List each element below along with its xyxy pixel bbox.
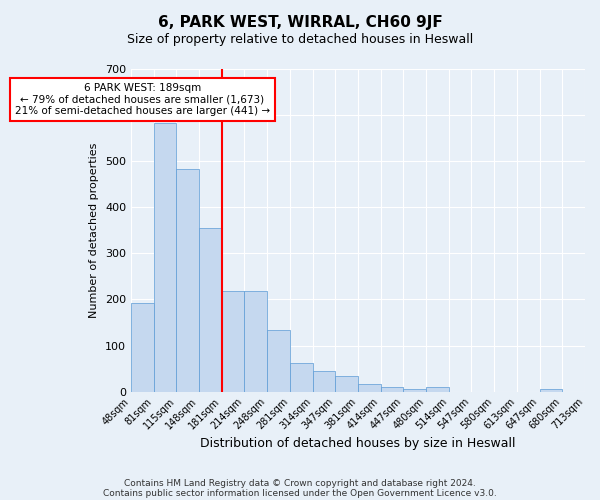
Bar	[154, 123, 176, 392]
Text: 6 PARK WEST: 189sqm
← 79% of detached houses are smaller (1,673)
21% of semi-det: 6 PARK WEST: 189sqm ← 79% of detached ho…	[15, 83, 270, 116]
Bar	[131, 302, 154, 392]
Bar	[290, 362, 313, 392]
Bar	[380, 387, 403, 392]
Bar	[426, 387, 449, 392]
Bar	[199, 228, 222, 392]
Bar	[176, 169, 199, 392]
Bar	[244, 291, 267, 392]
Bar	[335, 376, 358, 392]
Y-axis label: Number of detached properties: Number of detached properties	[89, 142, 100, 318]
Bar	[222, 291, 244, 392]
Bar	[267, 330, 290, 392]
Bar	[313, 371, 335, 392]
Bar	[539, 390, 562, 392]
Text: Contains HM Land Registry data © Crown copyright and database right 2024.: Contains HM Land Registry data © Crown c…	[124, 478, 476, 488]
Text: 6, PARK WEST, WIRRAL, CH60 9JF: 6, PARK WEST, WIRRAL, CH60 9JF	[158, 15, 442, 30]
Text: Size of property relative to detached houses in Heswall: Size of property relative to detached ho…	[127, 32, 473, 46]
Bar	[358, 384, 380, 392]
Text: Contains public sector information licensed under the Open Government Licence v3: Contains public sector information licen…	[103, 488, 497, 498]
Bar	[403, 389, 426, 392]
X-axis label: Distribution of detached houses by size in Heswall: Distribution of detached houses by size …	[200, 437, 516, 450]
